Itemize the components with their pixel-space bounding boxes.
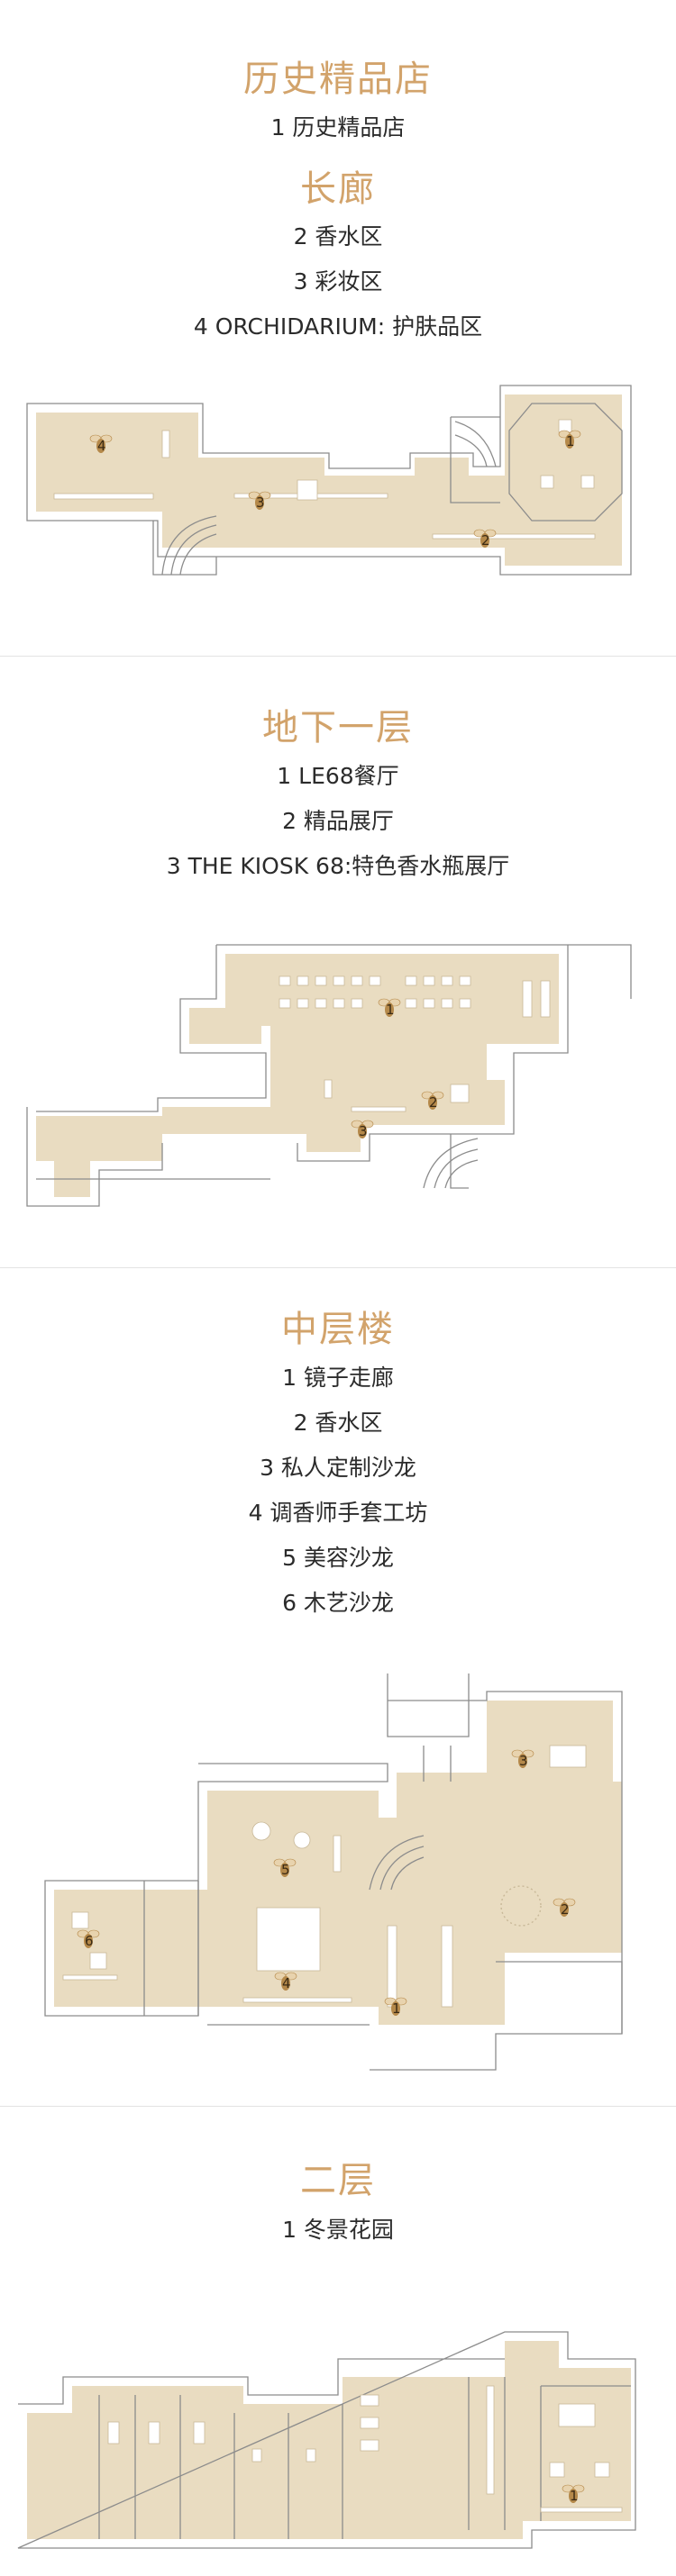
section-item: 2 精品展厅 <box>282 808 394 834</box>
section-item: 4 ORCHIDARIUM: 护肤品区 <box>193 313 483 340</box>
section-item: 1 冬景花园 <box>282 2217 394 2243</box>
bee-icon: 4 <box>89 434 113 454</box>
marker-number: 3 <box>519 1753 528 1769</box>
bee-icon: 1 <box>558 430 581 449</box>
bee-icon: 1 <box>378 998 401 1018</box>
section-item: 2 香水区 <box>293 1410 383 1436</box>
marker-number: 1 <box>386 1002 395 1018</box>
section-divider <box>0 1267 676 1268</box>
section-item: 3 私人定制沙龙 <box>260 1455 416 1481</box>
bee-icon: 6 <box>77 1929 100 1949</box>
bee-icon: 2 <box>553 1898 576 1918</box>
section-item: 1 LE68餐厅 <box>277 763 399 789</box>
bee-icon: 4 <box>274 1972 297 1991</box>
section-mezzanine: 中层楼 1 镜子走廊 2 香水区 3 私人定制沙龙 4 调香师手套工坊 5 美容… <box>0 1268 676 2106</box>
bee-icon: 5 <box>273 1858 297 1878</box>
floor-plan-second: 1 <box>17 2331 636 2549</box>
bee-icon: 3 <box>248 491 271 511</box>
section-item: 1 历史精品店 <box>270 114 406 141</box>
bee-icon: 2 <box>421 1091 444 1111</box>
section-item: 3 彩妆区 <box>293 268 383 295</box>
section-item: 5 美容沙龙 <box>282 1545 394 1571</box>
marker-number: 5 <box>281 1862 290 1878</box>
marker-number: 6 <box>85 1933 94 1949</box>
section-heading: 地下一层 <box>262 707 414 748</box>
bee-icon: 1 <box>562 2484 585 2504</box>
section-heading: 历史精品店 <box>243 59 433 100</box>
section-subheading: 长廊 <box>300 168 376 210</box>
section-item: 4 调香师手套工坊 <box>248 1500 428 1526</box>
marker-number: 2 <box>429 1094 438 1111</box>
marker-number: 1 <box>392 2000 401 2017</box>
section-heading: 中层楼 <box>281 1309 395 1350</box>
marker-number: 2 <box>481 532 490 549</box>
section-divider <box>0 656 676 657</box>
marker-number: 3 <box>256 494 265 511</box>
bee-icon: 3 <box>351 1120 374 1139</box>
marker-number: 1 <box>566 433 575 449</box>
floor-plan-ground: 1 2 3 4 <box>26 385 632 576</box>
section-historic-boutique: 历史精品店 1 历史精品店 长廊 2 香水区 3 彩妆区 4 ORCHIDARI… <box>0 0 676 656</box>
marker-number: 4 <box>282 1975 291 1991</box>
marker-number: 2 <box>561 1901 570 1918</box>
section-item: 1 镜子走廊 <box>282 1365 394 1391</box>
marker-number: 4 <box>97 438 106 454</box>
section-item: 6 木艺沙龙 <box>282 1590 394 1616</box>
section-item: 2 香水区 <box>293 223 383 249</box>
marker-number: 1 <box>570 2488 579 2504</box>
floor-plan-mezzanine: 1 2 3 4 5 6 <box>44 1673 623 2071</box>
section-item: 3 THE KIOSK 68:特色香水瓶展厅 <box>166 853 510 879</box>
bee-icon: 3 <box>511 1749 534 1769</box>
bee-icon: 1 <box>384 1997 407 2017</box>
section-heading: 二层 <box>300 2160 376 2201</box>
section-second-floor: 二层 1 冬景花园 1 <box>0 2107 676 2576</box>
bee-icon: 2 <box>473 529 497 549</box>
section-divider <box>0 2106 676 2107</box>
marker-number: 3 <box>359 1123 368 1139</box>
floor-plan-basement: 1 2 3 <box>26 944 632 1207</box>
section-basement: 地下一层 1 LE68餐厅 2 精品展厅 3 THE KIOSK 68:特色香水… <box>0 657 676 1267</box>
